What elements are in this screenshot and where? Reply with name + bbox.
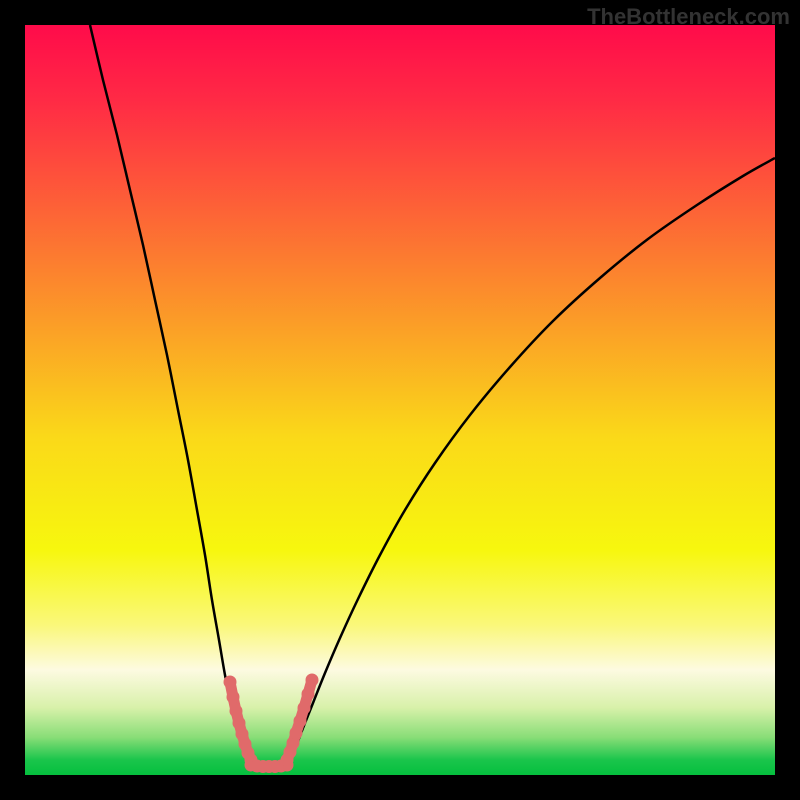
valley-marker-dot <box>294 715 307 728</box>
valley-marker-dot <box>224 676 237 689</box>
valley-marker-dot <box>302 688 315 701</box>
valley-marker-dot <box>306 674 319 687</box>
plot-area <box>25 25 775 775</box>
valley-marker-dot <box>227 691 240 704</box>
valley-marker-dot <box>233 717 246 730</box>
valley-marker-dot <box>298 702 311 715</box>
valley-marker-dot <box>230 705 243 718</box>
plot-svg <box>25 25 775 775</box>
gradient-background <box>25 25 775 775</box>
valley-marker-dot <box>290 727 303 740</box>
chart-frame: TheBottleneck.com <box>0 0 800 800</box>
watermark-text: TheBottleneck.com <box>587 4 790 30</box>
